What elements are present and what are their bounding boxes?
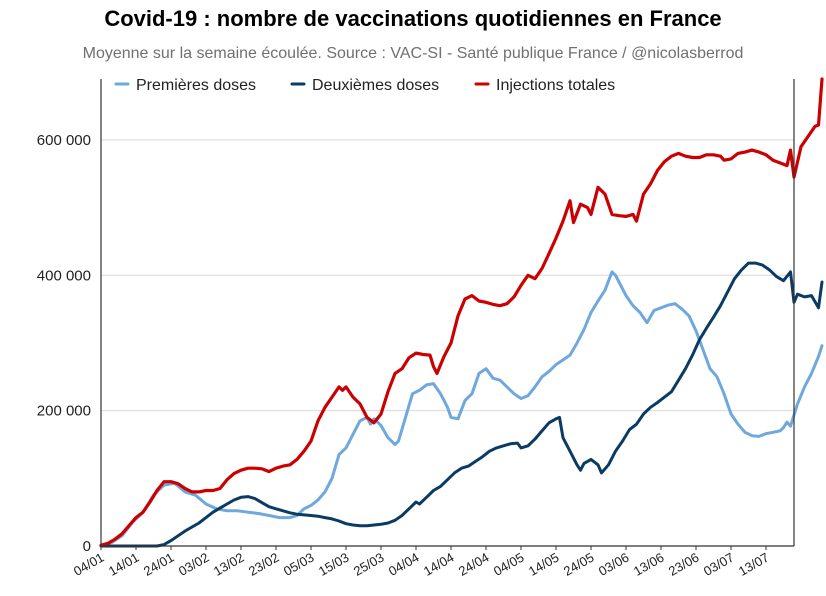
x-tick-label: 13/07 <box>736 550 772 579</box>
x-tick-label: 15/03 <box>316 550 352 579</box>
x-tick-label: 05/03 <box>281 550 317 579</box>
x-tick-label: 14/01 <box>106 550 142 579</box>
x-tick-label: 24/05 <box>561 550 597 579</box>
x-tick-label: 13/06 <box>631 550 667 579</box>
x-tick-label: 04/04 <box>386 550 422 579</box>
y-tick-label: 600 000 <box>37 132 91 149</box>
x-tick-label: 14/04 <box>421 550 457 579</box>
chart-subtitle: Moyenne sur la semaine écoulée. Source :… <box>82 45 744 62</box>
legend: Premières doses Deuxièmes doses Injections… <box>114 77 615 94</box>
x-tick-label: 03/02 <box>176 550 212 579</box>
x-tick-label: 03/07 <box>701 550 737 579</box>
x-axis-ticks: 04/01 14/01 24/01 03/02 13/02 23/02 05/03 15/03… <box>71 546 772 579</box>
gridlines <box>101 139 794 412</box>
y-axis-ticks: 0 200 000 400 000 600 000 <box>37 132 91 555</box>
x-tick-label: 23/02 <box>246 550 282 579</box>
axes <box>100 79 795 547</box>
chart-title: Covid-19 : nombre de vaccinations quotid… <box>104 6 722 31</box>
legend-label: Injections totales <box>496 77 615 94</box>
y-tick-label: 400 000 <box>37 267 91 284</box>
x-tick-label: 13/02 <box>211 550 247 579</box>
legend-label: Deuxièmes doses <box>312 77 439 94</box>
legend-label: Premières doses <box>136 77 256 94</box>
x-tick-label: 14/05 <box>526 550 562 579</box>
y-tick-label: 200 000 <box>37 403 91 420</box>
x-tick-label: 24/04 <box>456 550 492 579</box>
x-tick-label: 03/06 <box>596 550 632 579</box>
premieres-doses-line <box>99 270 824 547</box>
x-tick-label: 25/03 <box>351 550 387 579</box>
deuxiemes-doses-line <box>99 261 824 548</box>
injections-totales-line <box>99 77 824 547</box>
y-tick-label: 0 <box>83 538 91 555</box>
series-lines <box>99 77 824 548</box>
x-tick-label: 24/01 <box>141 550 177 579</box>
x-tick-label: 04/05 <box>491 550 527 579</box>
x-tick-label: 23/06 <box>666 550 702 579</box>
